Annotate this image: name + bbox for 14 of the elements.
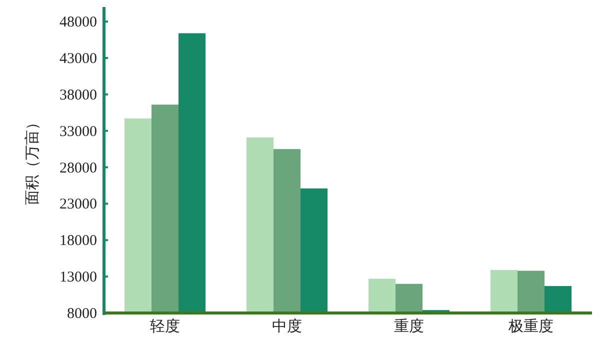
- y-axis-title: 面积（万亩）: [23, 115, 41, 205]
- x-tick-label: 重度: [394, 317, 424, 335]
- y-tick-label: 33000: [60, 124, 97, 140]
- y-tick-label: 18000: [60, 233, 97, 250]
- y-tick-label: 48000: [60, 14, 97, 31]
- y-tick-label: 23000: [60, 196, 97, 213]
- y-tick-label: 43000: [60, 51, 97, 67]
- x-tick-label: 中度: [272, 317, 302, 335]
- x-tick-label: 轻度: [150, 317, 180, 335]
- y-tick-label: 28000: [60, 160, 97, 176]
- y-tick-label: 8000: [67, 306, 97, 322]
- y-tick-label: 13000: [60, 270, 97, 286]
- x-tick-label: 极重度: [508, 317, 554, 335]
- y-tick-label: 38000: [60, 87, 97, 104]
